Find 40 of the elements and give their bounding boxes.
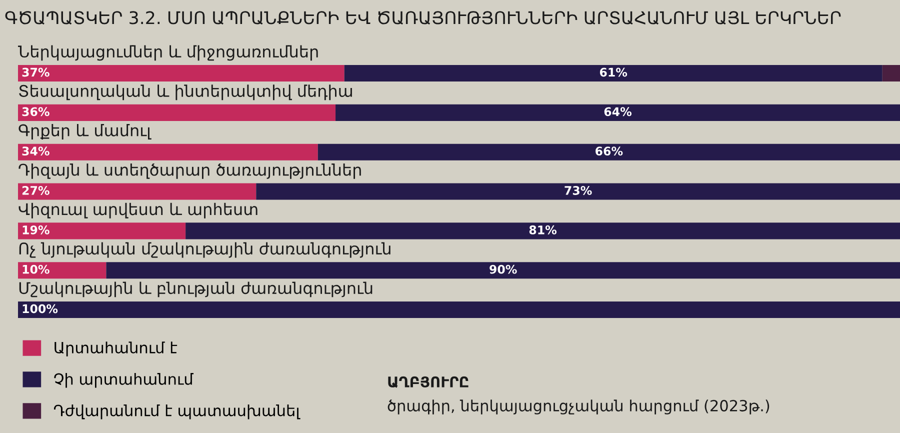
data-label: 34%	[22, 146, 50, 156]
y-tick-label: Դիզայն և ստեղծարար ծառայություններ	[18, 163, 361, 179]
data-label: 73%	[564, 186, 592, 195]
bar	[106, 262, 900, 279]
bar	[18, 262, 106, 279]
bar	[18, 64, 344, 82]
bar	[186, 222, 900, 240]
bar	[256, 183, 900, 200]
data-label: 27%	[22, 186, 50, 195]
y-tick-label: Տեսալսողական և ինտերակտիվ մեդիա	[19, 84, 352, 100]
y-tick-label: Մշակութային և բնության ժառանգություն	[19, 282, 372, 298]
legend-label: Արտահանում է	[54, 342, 178, 356]
y-tick-label: Վիզուալ արվեստ և արհեստ	[18, 202, 258, 218]
y-tick-label: Գրքեր և մամուլ	[18, 124, 152, 140]
y-tick-label: Ներկայացումներ և միջոցառումներ	[18, 45, 318, 61]
bar	[18, 301, 900, 318]
data-label: 37%	[22, 68, 50, 77]
bar	[18, 104, 336, 121]
bar	[882, 64, 900, 82]
data-label: 64%	[604, 107, 632, 116]
data-label: 19%	[22, 225, 50, 234]
data-label: 100%	[22, 304, 58, 314]
y-tick-label: Ոչ նյութական մշակութային ժառանգություն	[19, 242, 390, 258]
data-label: 90%	[490, 264, 517, 274]
data-label: 81%	[529, 225, 557, 234]
bar	[18, 183, 256, 200]
data-label: 10%	[22, 264, 50, 274]
bar	[318, 144, 900, 160]
bar	[18, 222, 186, 240]
bar	[336, 104, 900, 121]
bar	[344, 64, 882, 82]
text: ծրագիր, ներկայացուցչական հարցում (2023թ.)	[388, 400, 770, 414]
legend-label: Չի արտահանում	[54, 373, 194, 388]
text: ԱՂԲՅՈՒՐԸ	[388, 376, 468, 388]
chart-title: ԳԾԱՊԱՏԿԵՐ 3.2. ՄՍՈ ԱՊՐԱՆՔՆԵՐԻ ԵՎ ԾԱՌԱՅՈՒԹՅՈՒՆՆԵՐԻ ԱՐՏԱՀԱՆՈՒՄ ԱՅԼ ԵՐԿՐՆԵՐ	[5, 11, 841, 25]
data-label: 61%	[600, 68, 628, 77]
bar	[18, 144, 318, 160]
legend-label: Դժվարանում է պատասխանել	[54, 404, 300, 420]
data-label: 36%	[22, 107, 50, 116]
data-label: 66%	[596, 146, 623, 156]
